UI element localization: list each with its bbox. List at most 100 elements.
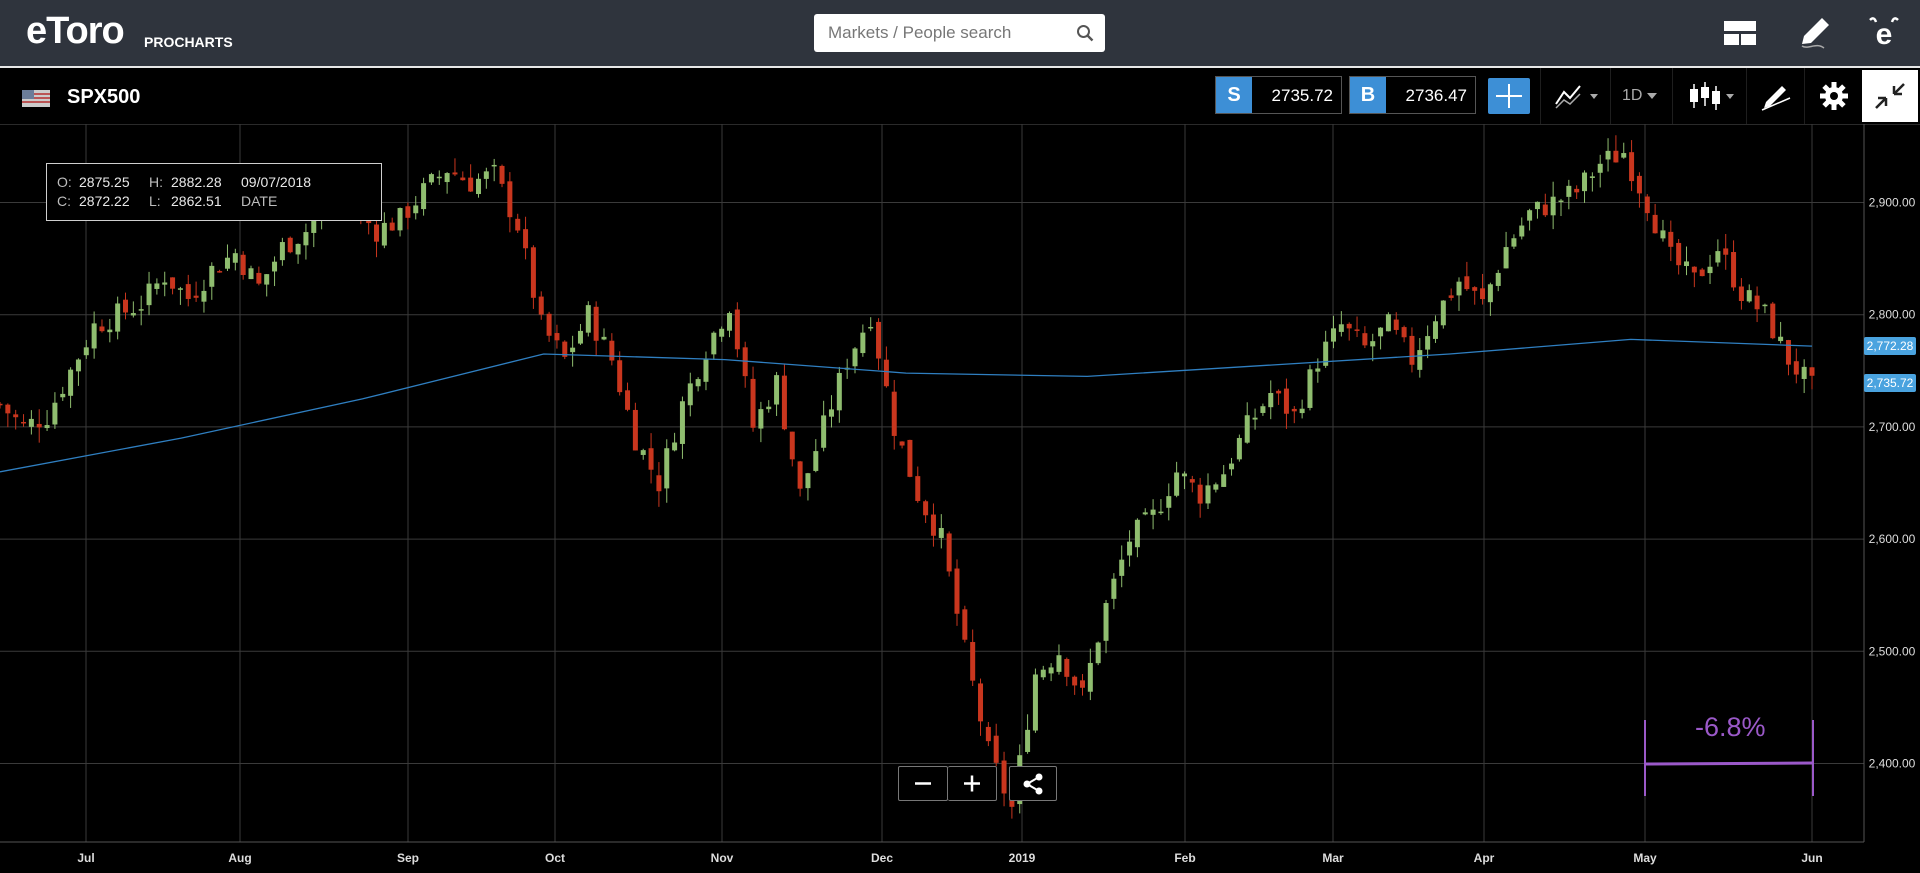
x-tick-label: Jun bbox=[1801, 851, 1822, 865]
candle-body bbox=[1652, 214, 1658, 234]
buy-price: 2736.47 bbox=[1405, 86, 1467, 105]
candle-body bbox=[876, 321, 882, 359]
candle-body bbox=[193, 295, 199, 298]
candle-body bbox=[107, 329, 113, 333]
buy-button[interactable]: B 2736.47 bbox=[1349, 76, 1476, 114]
candle-body bbox=[303, 232, 309, 246]
price-chart[interactable]: Jul Aug Sep Oct Nov Dec 2019 Feb Mar Apr May Jun 2,… bbox=[0, 124, 1920, 873]
candle-body bbox=[460, 177, 466, 181]
candle-body bbox=[609, 340, 615, 361]
candle-body bbox=[1683, 261, 1689, 267]
candle-body bbox=[381, 222, 387, 246]
instrument-symbol[interactable]: SPX500 bbox=[67, 86, 141, 108]
candle-body bbox=[758, 409, 764, 429]
candle-body bbox=[1801, 366, 1807, 379]
candle-body bbox=[1166, 496, 1172, 508]
candle-body bbox=[177, 288, 183, 290]
candle-body bbox=[1323, 341, 1329, 366]
candle-body bbox=[593, 306, 599, 341]
candle-body bbox=[1723, 248, 1729, 255]
share-button[interactable] bbox=[1009, 766, 1057, 801]
candle-body bbox=[1699, 269, 1705, 277]
x-tick-label: 2019 bbox=[1009, 851, 1036, 865]
candle-body bbox=[138, 309, 144, 311]
y-tick-label: 2,900.00 bbox=[1869, 196, 1916, 210]
timeframe-select[interactable]: 1D bbox=[1622, 87, 1657, 105]
search-box[interactable] bbox=[814, 14, 1105, 52]
candle-body bbox=[1276, 390, 1282, 394]
candle-body bbox=[1370, 341, 1376, 347]
candle-body bbox=[1793, 361, 1799, 375]
collapse-fullscreen-button[interactable] bbox=[1862, 70, 1918, 122]
x-tick-label: Aug bbox=[228, 851, 251, 865]
minus-icon bbox=[915, 782, 931, 785]
x-tick-label: Sep bbox=[397, 851, 419, 865]
candle-body bbox=[1378, 327, 1384, 337]
crosshair-icon[interactable] bbox=[1488, 78, 1530, 114]
candle-body bbox=[1605, 150, 1611, 160]
candle-body bbox=[170, 277, 176, 289]
candle-body bbox=[1644, 196, 1650, 214]
candle-body bbox=[1072, 676, 1078, 686]
candle-body bbox=[711, 332, 717, 355]
candle-body bbox=[562, 341, 568, 357]
candle-body bbox=[217, 271, 223, 273]
candle-body bbox=[1385, 314, 1391, 332]
candle-body bbox=[209, 265, 215, 287]
etoro-profile-icon[interactable]: e bbox=[1864, 14, 1904, 52]
high-label: H: bbox=[149, 174, 163, 190]
candle-body bbox=[1613, 150, 1619, 163]
zoom-in-button[interactable] bbox=[948, 766, 997, 801]
candle-body bbox=[946, 533, 952, 572]
sell-button[interactable]: S 2735.72 bbox=[1215, 76, 1342, 114]
x-tick-label: May bbox=[1633, 851, 1657, 865]
candle-body bbox=[821, 415, 827, 448]
candle-body bbox=[272, 261, 278, 272]
candle-body bbox=[1809, 367, 1815, 376]
candle-body bbox=[483, 171, 489, 179]
search-input[interactable] bbox=[814, 14, 1078, 52]
candle-body bbox=[1174, 472, 1180, 496]
candle-body bbox=[436, 176, 442, 179]
candle-body bbox=[1142, 512, 1148, 515]
candle-body bbox=[428, 174, 434, 183]
date-value: 09/07/2018 bbox=[241, 174, 312, 190]
indicators-icon[interactable] bbox=[1552, 78, 1602, 114]
candle-body bbox=[860, 332, 866, 354]
candle-body bbox=[883, 359, 889, 387]
candle-body bbox=[938, 528, 944, 538]
candle-body bbox=[1511, 238, 1517, 247]
candle-body bbox=[99, 326, 105, 332]
high-value: 2882.28 bbox=[171, 174, 222, 190]
candle-body bbox=[1519, 225, 1525, 237]
candle-body bbox=[75, 359, 81, 372]
candle-body bbox=[868, 326, 874, 329]
candle-body bbox=[993, 735, 999, 763]
candlestick-type-icon[interactable] bbox=[1686, 78, 1738, 114]
zoom-out-button[interactable] bbox=[898, 766, 948, 801]
candle-body bbox=[1189, 479, 1195, 483]
search-icon[interactable] bbox=[1076, 24, 1094, 42]
candle-body bbox=[1425, 336, 1431, 350]
candle-body bbox=[389, 222, 395, 231]
candle-body bbox=[1668, 231, 1674, 247]
candle-body bbox=[1534, 201, 1540, 210]
candle-body bbox=[13, 414, 19, 418]
candle-body bbox=[930, 514, 936, 536]
settings-gear-icon[interactable] bbox=[1816, 78, 1852, 114]
candle-body bbox=[21, 421, 27, 424]
drawing-tools-icon[interactable] bbox=[1758, 78, 1794, 114]
candle-body bbox=[577, 330, 583, 344]
candle-body bbox=[68, 369, 74, 396]
candle-body bbox=[687, 383, 693, 406]
edit-pencil-icon[interactable] bbox=[1794, 14, 1834, 52]
ohlc-info-box: O: 2875.25 H: 2882.28 09/07/2018 C: 2872… bbox=[46, 163, 382, 221]
layout-icon[interactable] bbox=[1720, 14, 1760, 52]
candle-body bbox=[1715, 251, 1721, 263]
buy-label: B bbox=[1350, 77, 1386, 113]
candle-body bbox=[1691, 266, 1697, 273]
collapse-fullscreen-icon bbox=[1875, 83, 1905, 109]
candle-body bbox=[130, 313, 136, 316]
candle-body bbox=[1731, 252, 1737, 288]
etoro-logo[interactable]: eToro bbox=[26, 10, 125, 52]
